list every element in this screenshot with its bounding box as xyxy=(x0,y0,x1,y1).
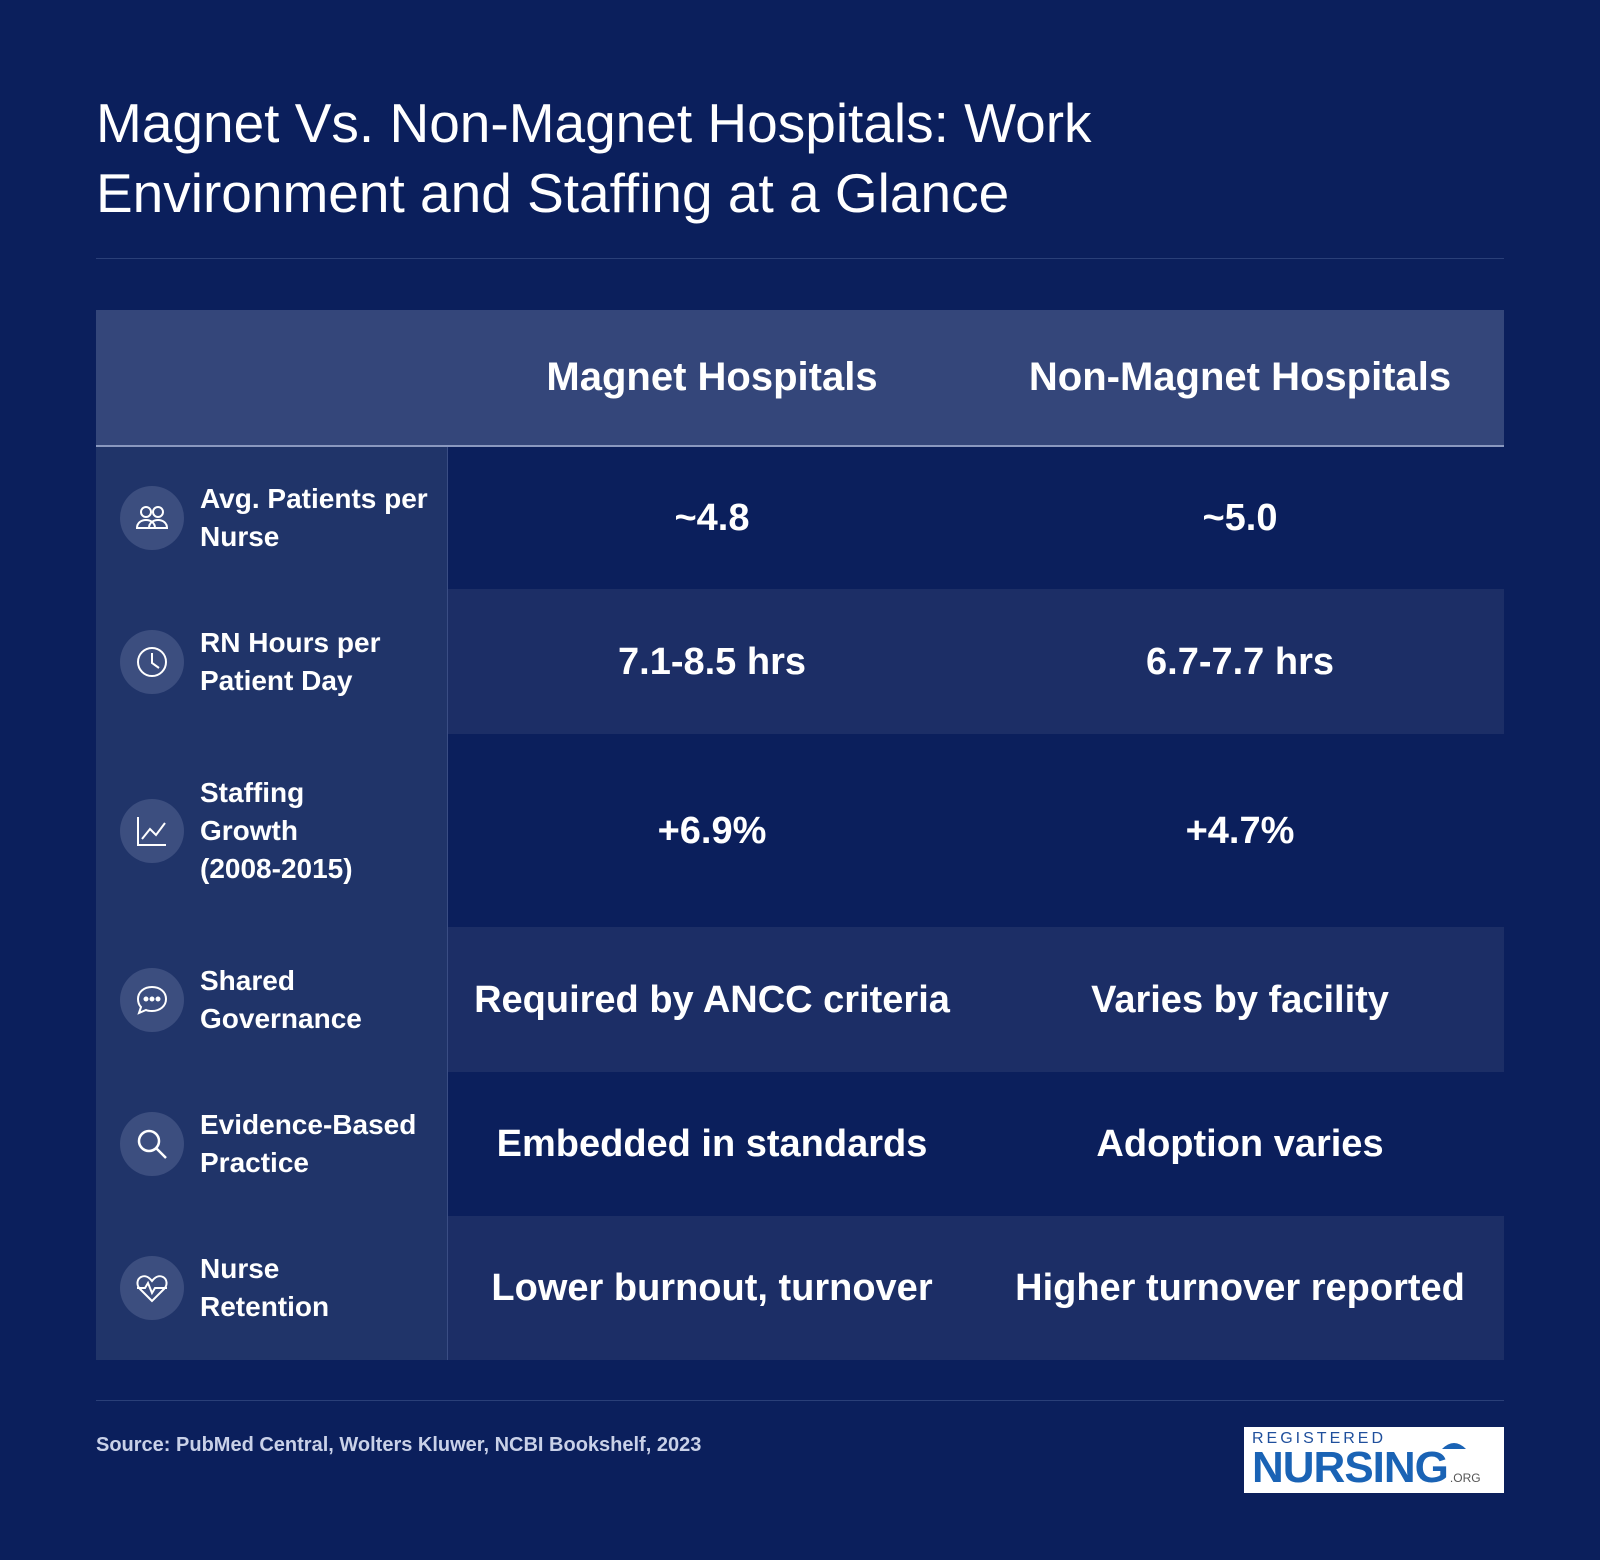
logo-top-text: REGISTERED xyxy=(1252,1430,1387,1447)
source-note: Source: PubMed Central, Wolters Kluwer, … xyxy=(96,1434,702,1456)
title-divider xyxy=(96,258,1504,259)
table-row: Staffing Growth (2008-2015) +6.9% +4.7% xyxy=(96,734,1504,927)
row-label: Evidence-Based Practice xyxy=(96,1072,448,1216)
row-label-text: Nurse Retention xyxy=(200,1253,330,1322)
chat-bubble-icon xyxy=(120,967,184,1032)
row-label: Avg. Patients per Nurse xyxy=(96,447,448,589)
row-label: RN Hours per Patient Day xyxy=(96,589,448,734)
magnet-value: +6.9% xyxy=(448,734,976,927)
clock-icon xyxy=(120,629,184,694)
row-label-text: Evidence-Based Practice xyxy=(200,1109,417,1178)
table-row: Evidence-Based Practice Embedded in stan… xyxy=(96,1072,1504,1216)
logo-suffix: .ORG xyxy=(1449,1471,1481,1485)
row-label: Nurse Retention xyxy=(96,1216,448,1360)
non-magnet-value: +4.7% xyxy=(976,734,1504,927)
footer-divider xyxy=(96,1400,1504,1401)
table-row: Shared Governance Required by ANCC crite… xyxy=(96,927,1504,1072)
registered-nursing-logo[interactable]: REGISTERED NURSING .ORG xyxy=(1244,1427,1504,1493)
line-chart-icon xyxy=(120,798,184,863)
header-magnet: Magnet Hospitals xyxy=(546,355,878,399)
non-magnet-value: Adoption varies xyxy=(976,1072,1504,1216)
row-label-text: RN Hours per Patient Day xyxy=(200,626,381,696)
row-label: Shared Governance xyxy=(96,927,448,1072)
row-label: Staffing Growth (2008-2015) xyxy=(96,734,448,927)
magnet-value: 7.1-8.5 hrs xyxy=(448,589,976,734)
search-icon xyxy=(120,1112,184,1176)
table-row: Nurse Retention Lower burnout, turnover … xyxy=(96,1216,1504,1360)
magnet-value: Embedded in standards xyxy=(448,1072,976,1216)
heartbeat-icon xyxy=(120,1256,184,1320)
table-row: RN Hours per Patient Day 7.1-8.5 hrs 6.7… xyxy=(96,589,1504,734)
page-title: Magnet Vs. Non-Magnet Hospitals: Work En… xyxy=(96,92,1092,224)
non-magnet-value: 6.7-7.7 hrs xyxy=(976,589,1504,734)
magnet-value: ~4.8 xyxy=(448,447,976,589)
nurse-cap-icon xyxy=(1442,1439,1466,1449)
people-icon xyxy=(120,486,184,550)
header-empty xyxy=(96,310,448,445)
non-magnet-value: ~5.0 xyxy=(976,447,1504,589)
logo-main-text: NURSING xyxy=(1252,1443,1449,1492)
table-header: Magnet Hospitals Non-Magnet Hospitals xyxy=(96,310,1504,447)
magnet-value: Required by ANCC criteria xyxy=(448,927,976,1072)
magnet-value: Lower burnout, turnover xyxy=(448,1216,976,1360)
row-label-text: Avg. Patients per Nurse xyxy=(200,483,428,552)
comparison-table: Magnet Hospitals Non-Magnet Hospitals Av… xyxy=(96,310,1504,1360)
non-magnet-value: Higher turnover reported xyxy=(976,1216,1504,1360)
row-label-text: Staffing Growth (2008-2015) xyxy=(200,776,353,884)
non-magnet-value: Varies by facility xyxy=(976,927,1504,1072)
row-label-text: Shared Governance xyxy=(200,964,362,1034)
header-non-magnet: Non-Magnet Hospitals xyxy=(1028,355,1452,399)
table-row: Avg. Patients per Nurse ~4.8 ~5.0 xyxy=(96,447,1504,589)
